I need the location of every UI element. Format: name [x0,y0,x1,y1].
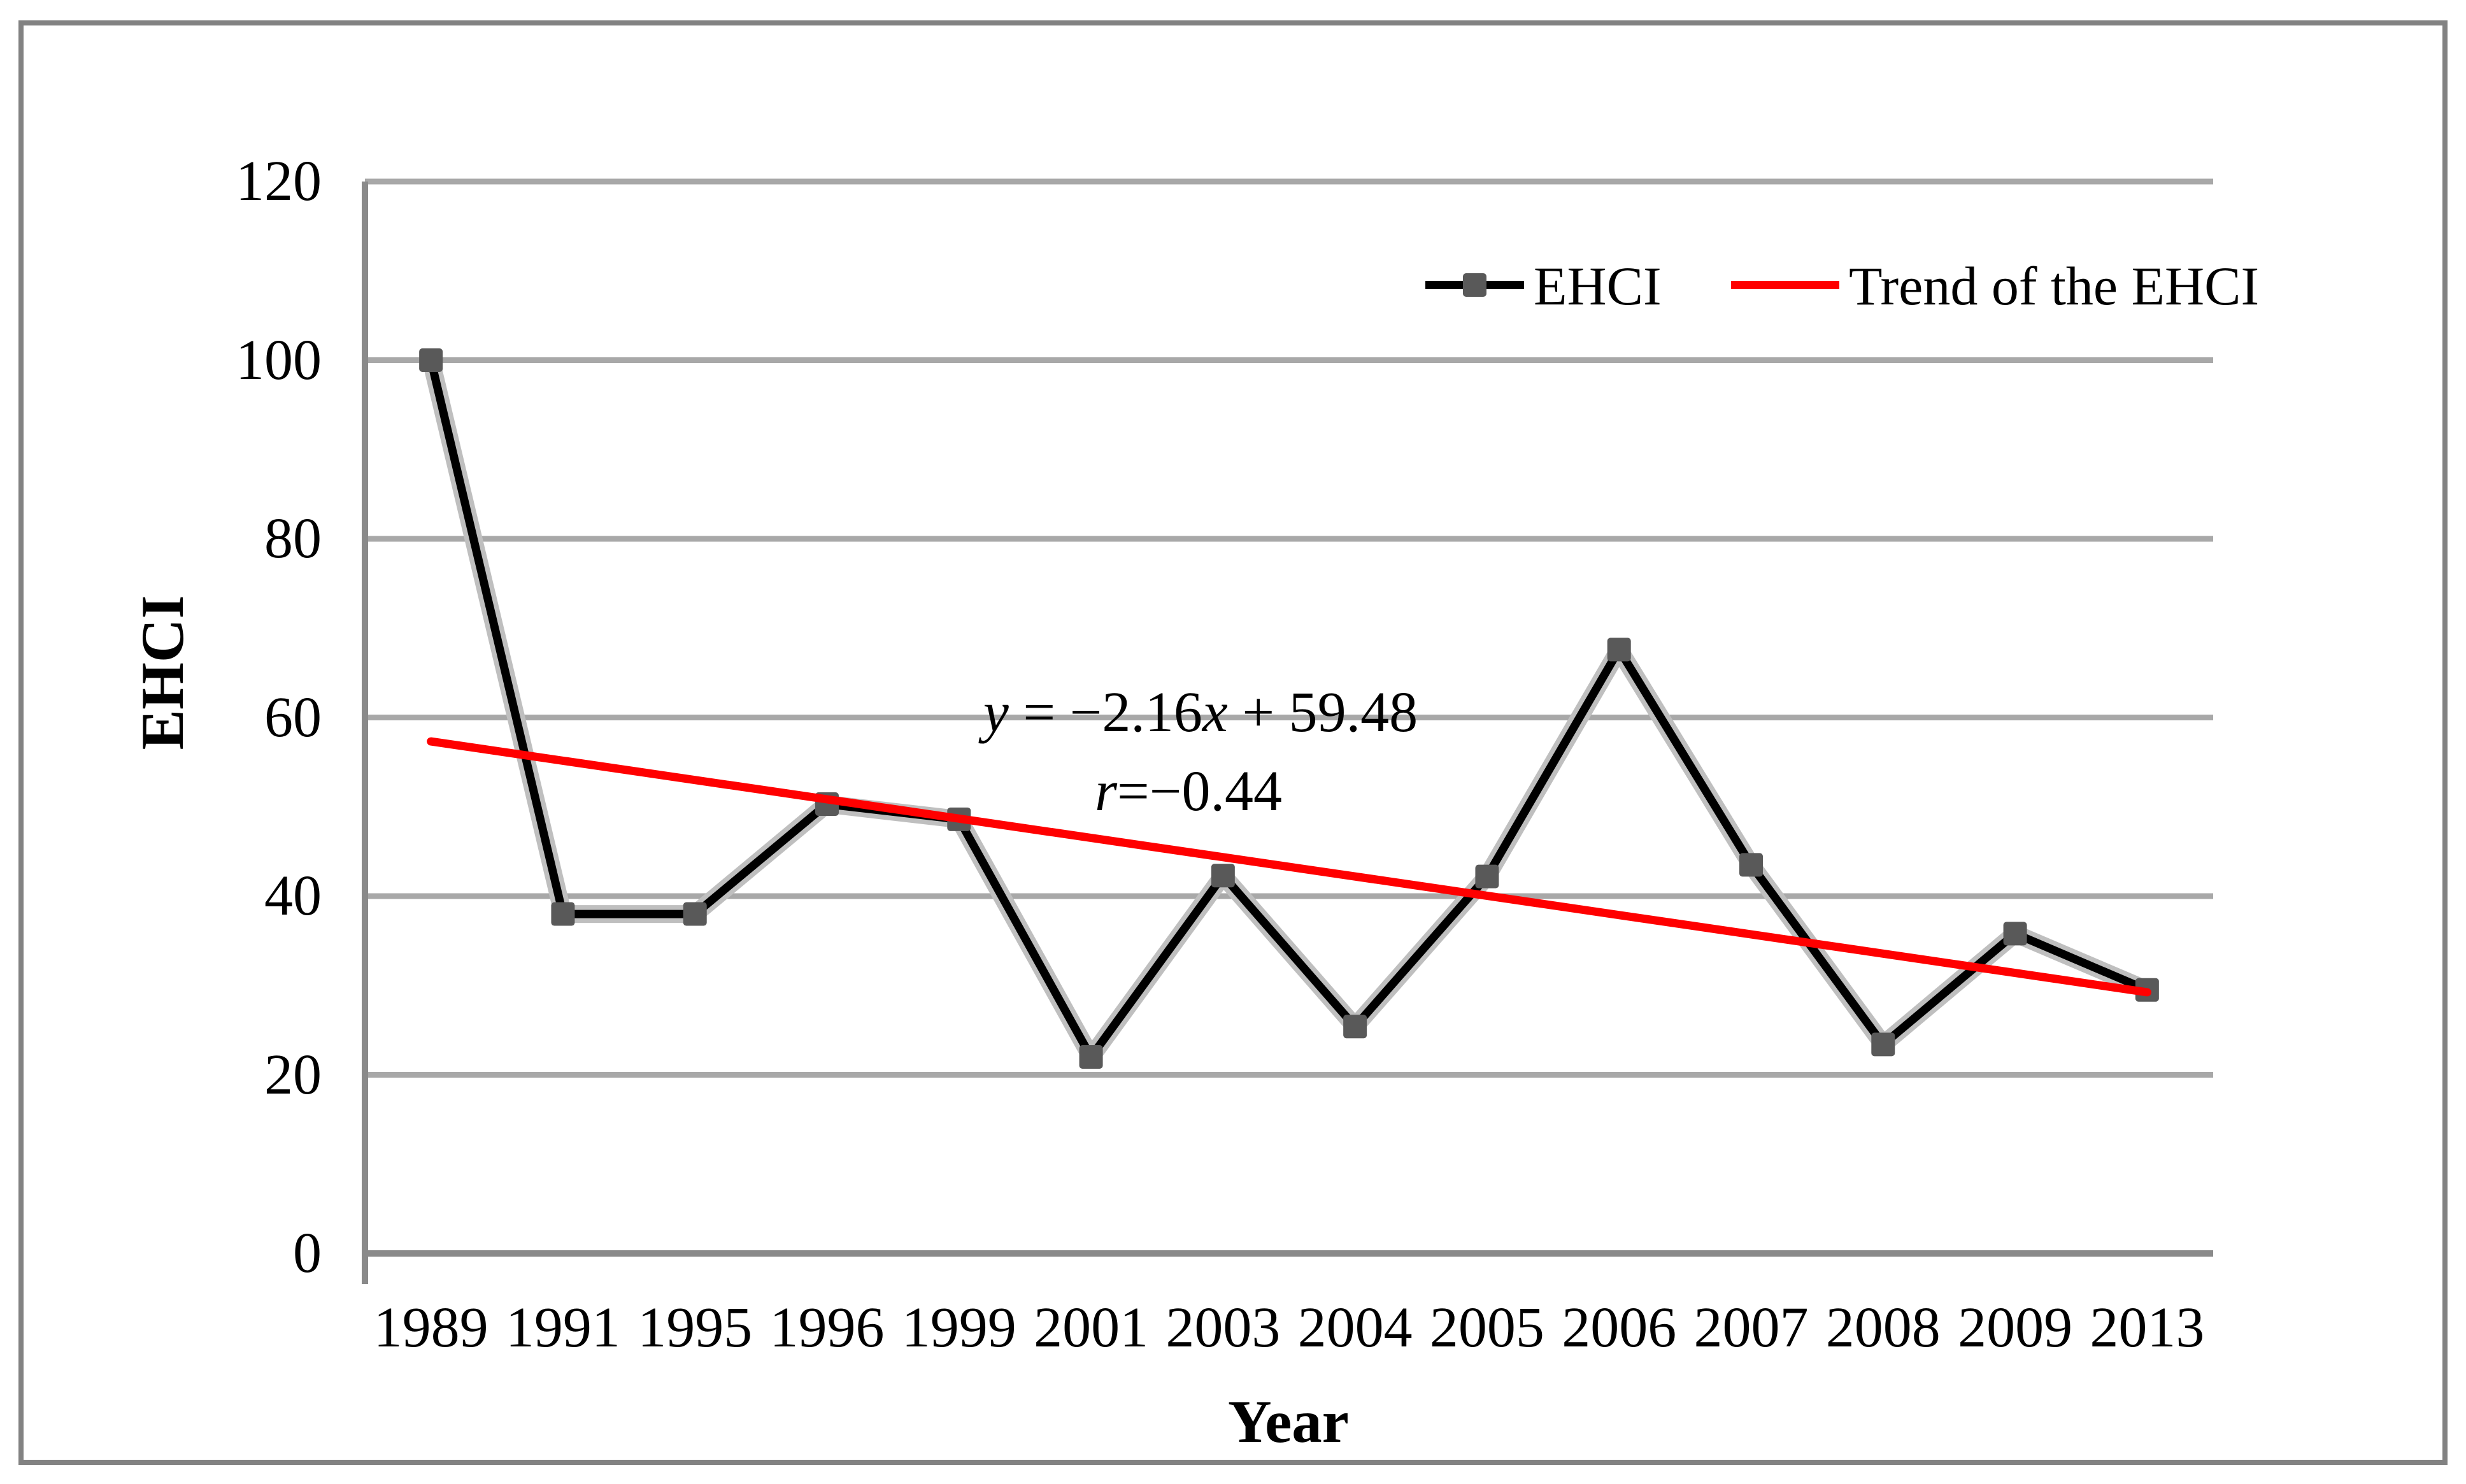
equation-text: + 59.48 [1227,681,1418,744]
x-tick-label-2013: 2013 [2090,1296,2205,1359]
x-tick-label-2003: 2003 [1165,1296,1281,1359]
x-axis-title: Year [1228,1388,1349,1455]
x-tick-label-2004: 2004 [1297,1296,1413,1359]
equation-text: =−0.44 [1117,760,1283,823]
figure-border [18,20,2448,1465]
x-tick-label-2009: 2009 [1958,1296,2073,1359]
legend-ehci-square-marker [1463,273,1486,297]
data-point-marker-2003 [1211,864,1235,888]
data-point-marker-1991 [551,902,575,926]
y-tick-label-120: 120 [236,150,322,213]
data-point-marker-1989 [419,348,443,372]
y-tick-label-20: 20 [264,1043,322,1106]
x-tick-label-1995: 1995 [638,1296,753,1359]
y-tick-label-100: 100 [236,328,322,392]
data-point-marker-2004 [1343,1015,1367,1039]
y-tick-label-80: 80 [264,507,322,570]
data-point-marker-2007 [1739,853,1763,877]
data-point-marker-2006 [1607,638,1631,662]
legend-trend-label: Trend of the EHCI [1849,255,2260,317]
y-tick-label-60: 60 [264,685,322,749]
data-point-marker-2008 [1871,1032,1895,1057]
x-tick-label-2006: 2006 [1562,1296,1677,1359]
trend-equation-text: y = −2.16x + 59.48 [983,679,1418,746]
x-tick-label-1999: 1999 [901,1296,1016,1359]
legend-ehci-line-sample [1425,273,1524,297]
equation-text: = −2.16 [1008,681,1202,744]
data-point-marker-2005 [1475,864,1499,888]
x-tick-label-1991: 1991 [505,1296,620,1359]
equation-variable: y [983,681,1009,744]
x-tick-label-2001: 2001 [1034,1296,1149,1359]
trend-r-value-text: r=−0.44 [1095,758,1282,825]
data-point-marker-1995 [683,902,707,926]
x-tick-label-1996: 1996 [769,1296,885,1359]
x-tick-label-1989: 1989 [373,1296,488,1359]
x-tick-label-2005: 2005 [1429,1296,1544,1359]
data-point-marker-2001 [1079,1045,1103,1069]
y-tick-label-0: 0 [293,1222,322,1285]
equation-variable: r [1094,760,1118,823]
x-tick-label-2008: 2008 [1825,1296,1941,1359]
legend-trend-line-sample [1731,281,1839,289]
y-tick-label-40: 40 [264,864,322,927]
legend-ehci-label: EHCI [1534,255,1662,317]
trend-line [427,737,2151,997]
x-tick-label-2007: 2007 [1693,1296,1809,1359]
data-point-marker-2009 [2003,922,2027,946]
ehci-line [427,356,2151,1061]
equation-variable: x [1202,681,1228,744]
